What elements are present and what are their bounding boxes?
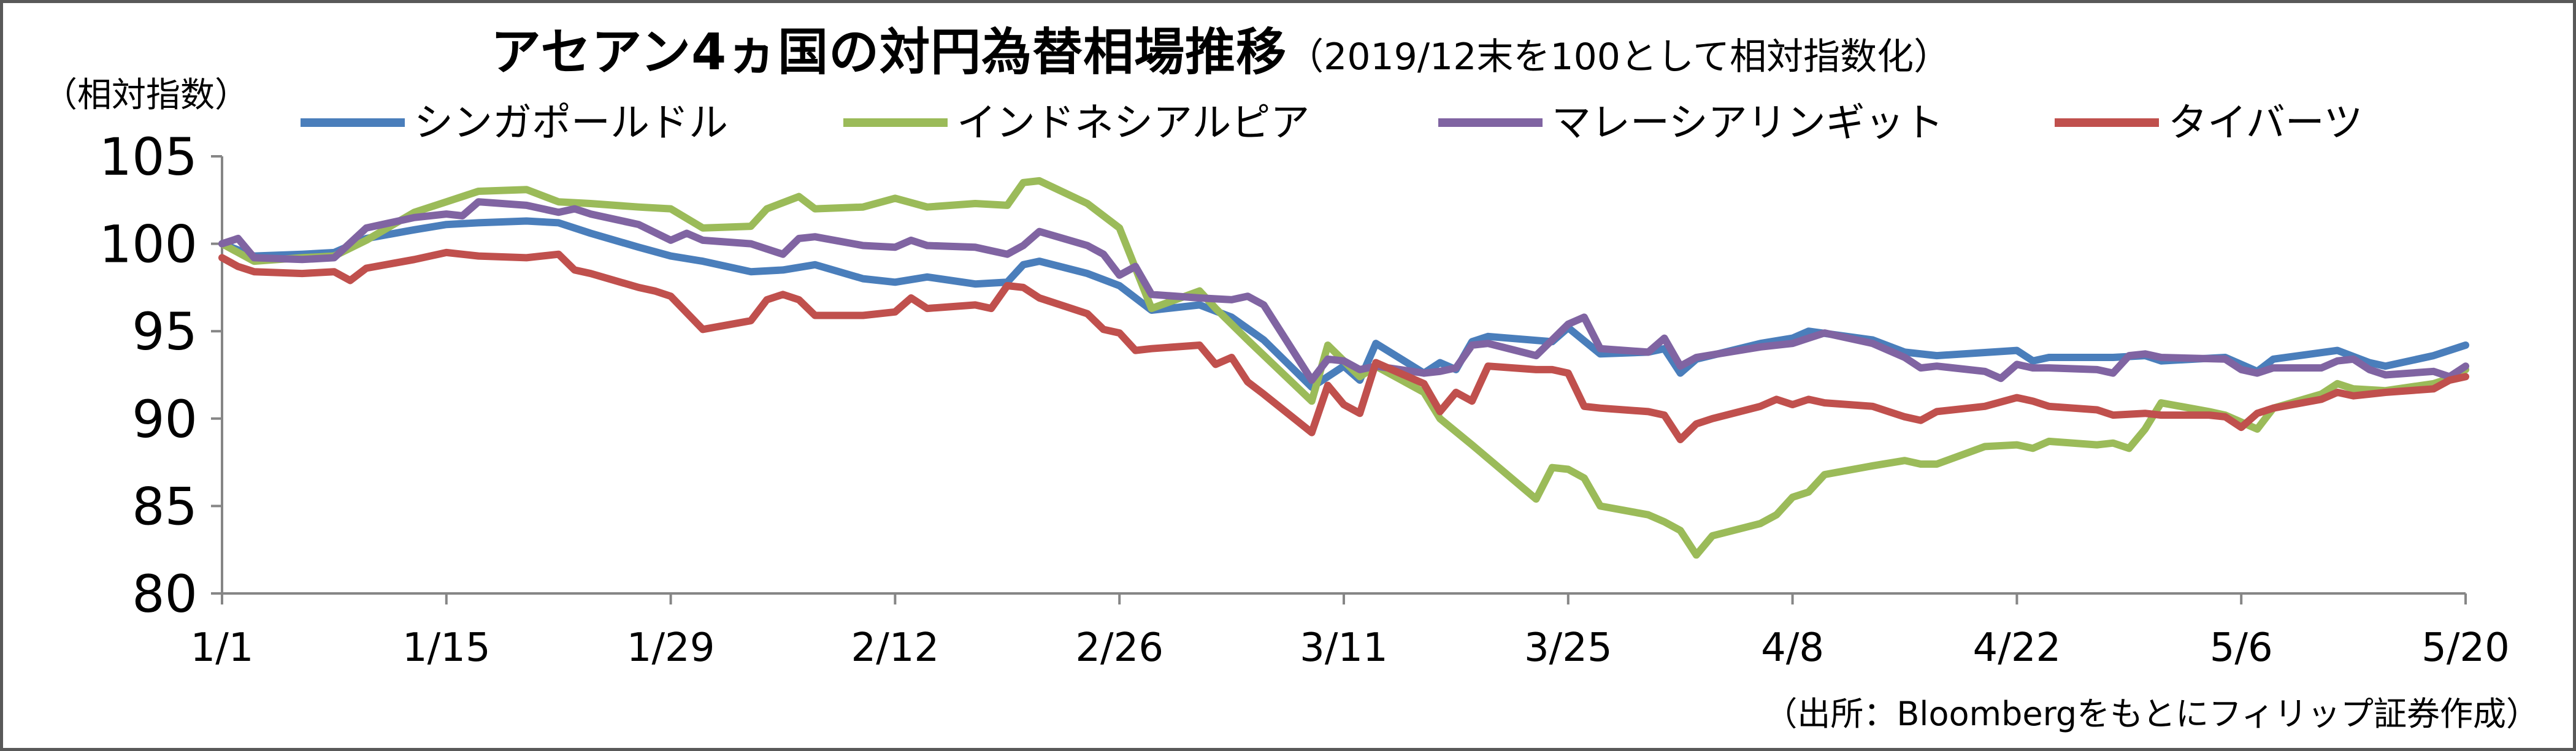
source-note: （出所：Bloombergをもとにフィリップ証券作成）: [1764, 695, 2539, 733]
x-tick-label: 1/15: [402, 625, 491, 671]
series-lines: [218, 177, 2469, 559]
x-tick-label: 5/20: [2421, 625, 2510, 671]
series-line-thb: [218, 248, 2469, 443]
chart-title-row: アセアン4ヵ国の対円為替相場推移（2019/12末を100として相対指数化）: [491, 11, 1950, 84]
x-tick-label: 1/29: [627, 625, 715, 671]
chart-title: アセアン4ヵ国の対円為替相場推移: [491, 23, 1287, 82]
series-line-myr: [218, 198, 2469, 384]
y-tick-label: 80: [132, 564, 197, 624]
axes: 80 85 90 95 100 105 1/1 1/15 1/29 2/12 2/26 3/11 3/2…: [99, 127, 2510, 671]
legend-label-idr: インドネシアルピア: [957, 101, 1309, 146]
y-axis-unit-label: （相対指数）: [43, 75, 249, 115]
legend-label-myr: マレーシアリンギット: [1552, 101, 1944, 146]
x-tick-label: 4/22: [1973, 625, 2061, 671]
y-tick-label: 95: [132, 302, 197, 362]
x-tick-label: 4/8: [1761, 625, 1824, 671]
x-tick-label: 2/26: [1075, 625, 1163, 671]
x-tick-label: 3/11: [1300, 625, 1388, 671]
y-tick-label: 85: [132, 476, 197, 536]
chart-subtitle: （2019/12末を100として相対指数化）: [1287, 36, 1951, 78]
x-tick-label: 3/25: [1524, 625, 1612, 671]
y-tick-label: 100: [99, 215, 197, 275]
y-tick-label: 105: [99, 127, 197, 187]
x-tick-label: 1/1: [191, 625, 254, 671]
series-line-sgd: [218, 217, 2469, 391]
y-tick-label: 90: [132, 389, 197, 449]
legend-label-thb: タイバーツ: [2168, 101, 2363, 146]
legend: シンガポールドル インドネシアルピア マレーシアリンギット タイバーツ: [301, 101, 2363, 146]
legend-label-sgd: シンガポールドル: [414, 101, 728, 146]
x-tick-label: 5/6: [2210, 625, 2273, 671]
series-line-idr: [218, 177, 2469, 559]
x-tick-label: 2/12: [851, 625, 940, 671]
